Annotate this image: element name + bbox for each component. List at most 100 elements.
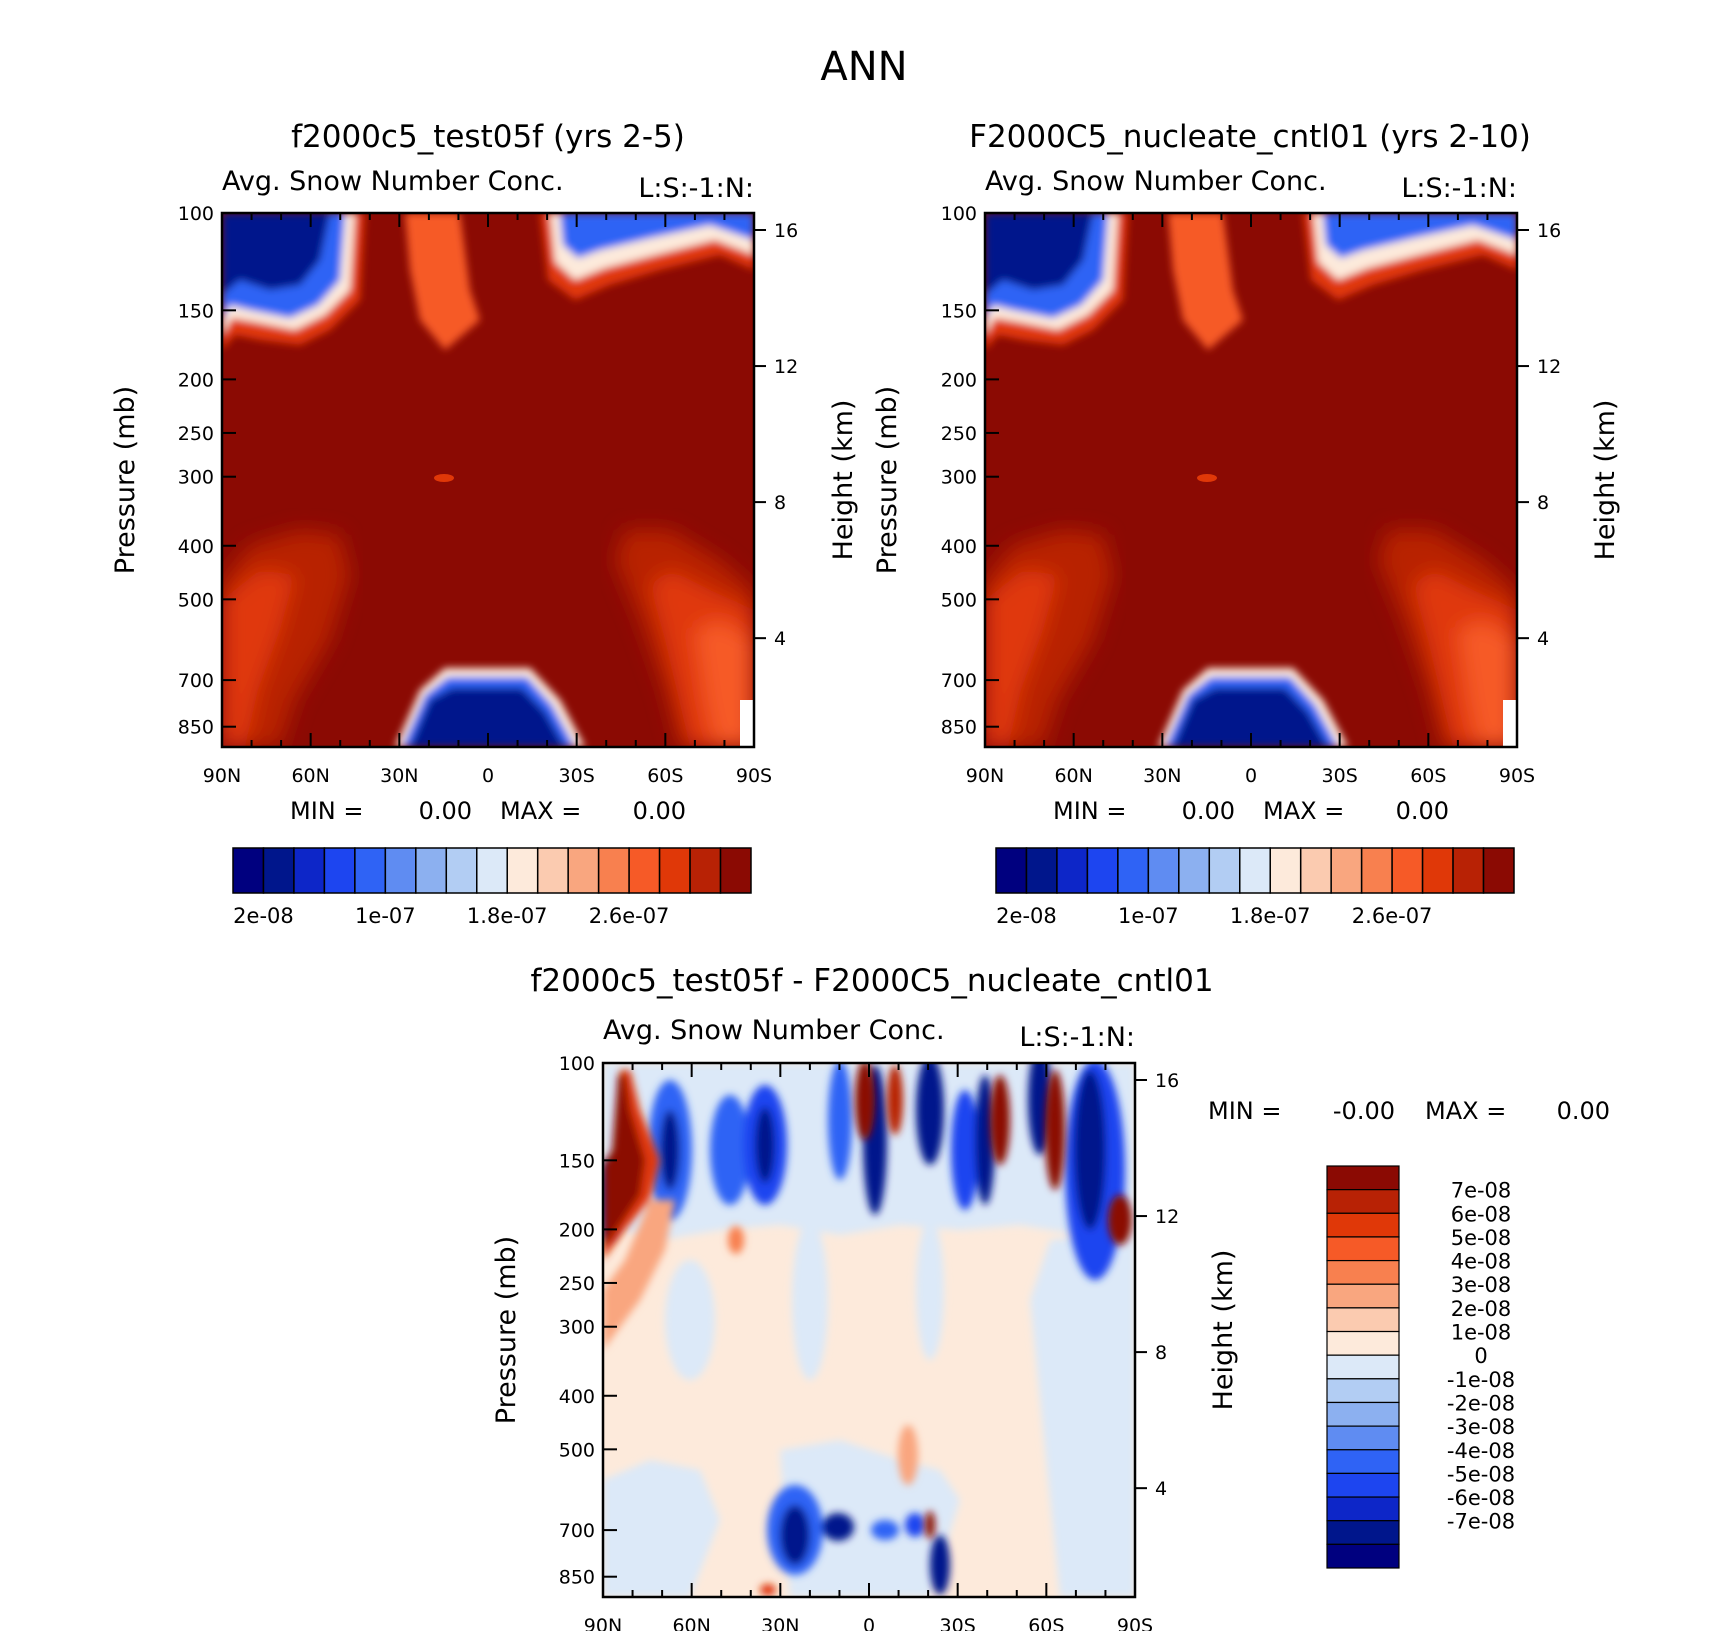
min-label: MIN =	[1053, 797, 1126, 825]
max-value: 0.00	[1396, 797, 1449, 825]
colorbar-cell	[1117, 847, 1150, 894]
band-light-blue-lower-left	[603, 1460, 720, 1597]
colorbar-cell	[506, 847, 539, 894]
colorbar-cell	[597, 847, 630, 894]
colorbar-cell	[262, 847, 295, 894]
y-tick-label: 700	[559, 1520, 595, 1542]
y-tick-label: 150	[178, 300, 214, 322]
y-tick-label: 250	[941, 423, 977, 445]
band-layer-strong-positive	[603, 1063, 1132, 1596]
band-layer-upper-right	[540, 213, 754, 300]
band-blue-lower-blob	[822, 1513, 854, 1541]
panel-top-left: f2000c5_test05f (yrs 2-5) Avg. Snow Numb…	[110, 119, 859, 928]
colorbar-cell	[1086, 847, 1119, 894]
min-value: -0.00	[1333, 1097, 1395, 1125]
x-tick-label: 30S	[1322, 765, 1358, 787]
y-tick-label: 300	[178, 467, 214, 489]
colorbar-label: -2e-08	[1447, 1391, 1515, 1415]
colorbar-cell	[1326, 1307, 1400, 1333]
colorbar: 7e-086e-085e-084e-083e-082e-081e-080-1e-…	[1326, 1165, 1515, 1569]
colorbar-cell	[1452, 847, 1485, 894]
colorbar-cell	[658, 847, 691, 894]
band-blue-lower-blob	[930, 1535, 950, 1595]
y2-tick-label: 12	[774, 356, 798, 378]
colorbar-cell	[1326, 1165, 1400, 1191]
min-value: 0.00	[1182, 797, 1235, 825]
y-axis-label: Pressure (mb)	[110, 386, 141, 574]
x-tick-label: 90S	[1117, 1615, 1153, 1631]
y2-axis-ticks: 16 12 8 4	[1517, 220, 1561, 650]
y2-axis-ticks: 16 12 8 4	[754, 220, 798, 650]
colorbar-label: 4e-08	[1451, 1250, 1512, 1274]
colorbar: 2e-08 1e-07 1.8e-07 2.6e-07	[232, 847, 752, 928]
colorbar-cell	[1391, 847, 1424, 894]
colorbar-cell	[628, 847, 661, 894]
min-value: 0.00	[419, 797, 472, 825]
y-tick-label: 500	[941, 589, 977, 611]
colorbar-cell	[1269, 847, 1302, 894]
colorbar-label: 1e-07	[1118, 904, 1179, 928]
band-layer-upper-left	[222, 213, 365, 350]
colorbar-cell	[995, 847, 1028, 894]
y-tick-label: 850	[941, 717, 977, 739]
band-red-blob	[728, 1226, 744, 1254]
band-layer-lower-right	[1378, 530, 1517, 747]
band-blue-blob	[710, 1095, 750, 1205]
y-axis-ticks: 100 150 200 250 300 400 500 700 850	[559, 1053, 617, 1589]
y2-axis-label: Height (km)	[1590, 400, 1621, 561]
colorbar-cell	[354, 847, 387, 894]
y-tick-label: 850	[559, 1567, 595, 1589]
y-tick-label: 150	[559, 1150, 595, 1172]
band-blue-blob	[951, 1090, 979, 1210]
y2-tick-label: 4	[1537, 628, 1549, 650]
colorbar-label: -3e-08	[1447, 1415, 1515, 1439]
colorbar-label: 2.6e-07	[1352, 904, 1433, 928]
colorbar-label: -1e-08	[1447, 1368, 1515, 1392]
colorbar-cell	[1326, 1496, 1400, 1522]
x-tick-label: 30S	[559, 765, 595, 787]
colorbar-cell	[1360, 847, 1393, 894]
colorbar-cell	[1025, 847, 1058, 894]
y-axis-ticks: 100 150 200 250 300 400 500 700 850	[178, 203, 236, 739]
y2-tick-label: 8	[1155, 1342, 1167, 1364]
band-blue-core	[1074, 1070, 1106, 1230]
y-tick-label: 200	[178, 369, 214, 391]
colorbar-cell	[1326, 1354, 1400, 1380]
panel-bottom-difference: f2000c5_test05f - F2000C5_nucleate_cntl0…	[491, 963, 1610, 1631]
band-blue-lower-core	[780, 1505, 810, 1565]
x-tick-label: 60N	[1054, 765, 1092, 787]
colorbar-cell	[1299, 847, 1332, 894]
colorbar-label: 1.8e-07	[467, 904, 548, 928]
colorbar-label: 7e-08	[1451, 1179, 1512, 1203]
y-tick-label: 400	[178, 536, 214, 558]
y-tick-label: 700	[178, 670, 214, 692]
colorbar-cell	[719, 847, 752, 894]
colorbar-label: 2.6e-07	[589, 904, 670, 928]
colorbar-cell	[1326, 1449, 1400, 1475]
colorbar-cell	[1326, 1259, 1400, 1285]
band-red-blob	[887, 1065, 903, 1135]
band-layer-strong-negative	[603, 1063, 1125, 1595]
y2-axis-label: Height (km)	[1208, 1250, 1239, 1411]
band-light-blue-blob	[916, 1220, 944, 1360]
band-blue-lower-blob	[871, 1520, 899, 1540]
band-equatorial-core	[410, 688, 565, 747]
colorbar-label: -7e-08	[1447, 1510, 1515, 1534]
colorbar: 2e-08 1e-07 1.8e-07 2.6e-07	[995, 847, 1515, 928]
y-tick-label: 300	[941, 467, 977, 489]
band-blue-core	[755, 1107, 775, 1183]
y2-tick-label: 4	[774, 628, 786, 650]
band-lower-left-inner	[222, 570, 295, 747]
y-tick-label: 250	[178, 423, 214, 445]
y2-tick-label: 4	[1155, 1478, 1167, 1500]
band-light-blue-right	[1030, 1230, 1135, 1597]
corner-label: L:S:-1:N:	[638, 173, 754, 204]
x-tick-label: 0	[482, 765, 494, 787]
contour-field	[603, 1063, 1135, 1597]
max-value: 0.00	[1557, 1097, 1610, 1125]
colorbar-label: -4e-08	[1447, 1439, 1515, 1463]
band-layer-lower-left	[985, 530, 1113, 747]
colorbar-label: 1.8e-07	[1230, 904, 1311, 928]
band-upper-left-core	[985, 213, 1093, 295]
x-tick-label: 30N	[761, 1615, 799, 1631]
